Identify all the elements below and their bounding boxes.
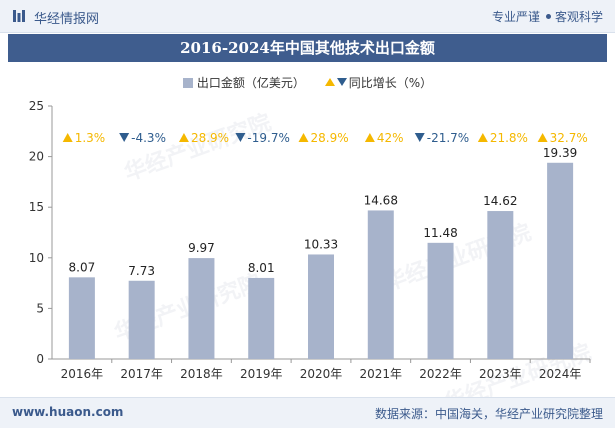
growth-up-marker [477,133,488,142]
y-tick-label: 20 [29,150,44,164]
x-tick-label: 2017年 [120,367,163,381]
x-tick-label: 2023年 [479,367,522,381]
y-tick-label: 10 [29,251,44,265]
bar [547,162,574,359]
legend-item-export: 出口金额（亿美元） [182,74,305,91]
x-tick-label: 2018年 [180,367,223,381]
tagline: 专业严谨 客观科学 [492,8,603,25]
growth-label: -4.3% [131,131,166,145]
bar [188,258,215,359]
data-label: 9.97 [188,241,215,255]
data-label: 7.73 [128,264,155,278]
bar [248,277,275,359]
triangle-up-icon [324,78,335,86]
growth-label: -21.7% [427,131,469,145]
y-tick-label: 5 [36,301,44,315]
data-label: 8.01 [248,261,275,275]
growth-label: 21.8% [490,131,528,145]
bar [487,211,514,359]
triangle-down-icon [336,78,347,86]
legend-export-label: 出口金额（亿美元） [196,76,305,90]
tagline-left: 专业严谨 [491,10,540,24]
growth-down-marker [119,133,130,142]
growth-label: 28.9% [191,131,229,145]
growth-label: 28.9% [311,131,349,145]
x-tick-label: 2020年 [300,367,343,381]
legend: 出口金额（亿美元） 同比增长（%） [0,74,615,91]
growth-up-marker [178,133,189,142]
bar [68,277,95,359]
bar [308,254,334,359]
brand-name: 华经情报网 [34,12,100,27]
growth-label: 32.7% [550,131,588,145]
legend-item-growth: 同比增长（%） [324,74,433,91]
y-tick-label: 15 [29,200,44,214]
dot-icon [545,14,551,19]
chart-title: 2016-2024年中国其他技术出口金额 [8,34,607,62]
y-tick-label: 25 [29,99,44,113]
footer-url: www.huaon.com [12,405,124,419]
growth-down-marker [235,133,246,142]
legend-bar-swatch [182,78,193,88]
bar [427,242,454,359]
growth-down-marker [414,133,425,142]
data-label: 19.39 [543,146,577,160]
growth-up-marker [62,133,73,142]
x-tick-label: 2021年 [360,367,403,381]
data-label: 10.33 [304,237,338,251]
bar [367,210,394,359]
top-banner: 华经情报网 专业严谨 客观科学 [0,0,615,33]
growth-up-marker [537,133,548,142]
data-label: 8.07 [69,260,96,274]
x-tick-label: 2022年 [419,367,462,381]
legend-growth-label: 同比增长（%） [348,76,433,90]
growth-label: -19.7% [247,131,289,145]
growth-up-marker [364,133,375,142]
huaon-logo-icon [13,10,25,22]
growth-up-marker [298,133,309,142]
tagline-right: 客观科学 [554,10,603,24]
growth-label: 1.3% [75,131,106,145]
y-tick-label: 0 [36,352,44,366]
x-tick-label: 2019年 [240,367,283,381]
x-tick-label: 2024年 [539,367,582,381]
data-label: 11.48 [423,226,457,240]
footer: www.huaon.com 数据来源：中国海关，华经产业研究院整理 [0,397,615,428]
bar [128,280,155,359]
data-label: 14.68 [364,193,398,207]
data-source: 数据来源：中国海关，华经产业研究院整理 [374,407,603,421]
x-tick-label: 2016年 [61,367,104,381]
data-label: 14.62 [483,194,517,208]
growth-label: 42% [377,131,404,145]
